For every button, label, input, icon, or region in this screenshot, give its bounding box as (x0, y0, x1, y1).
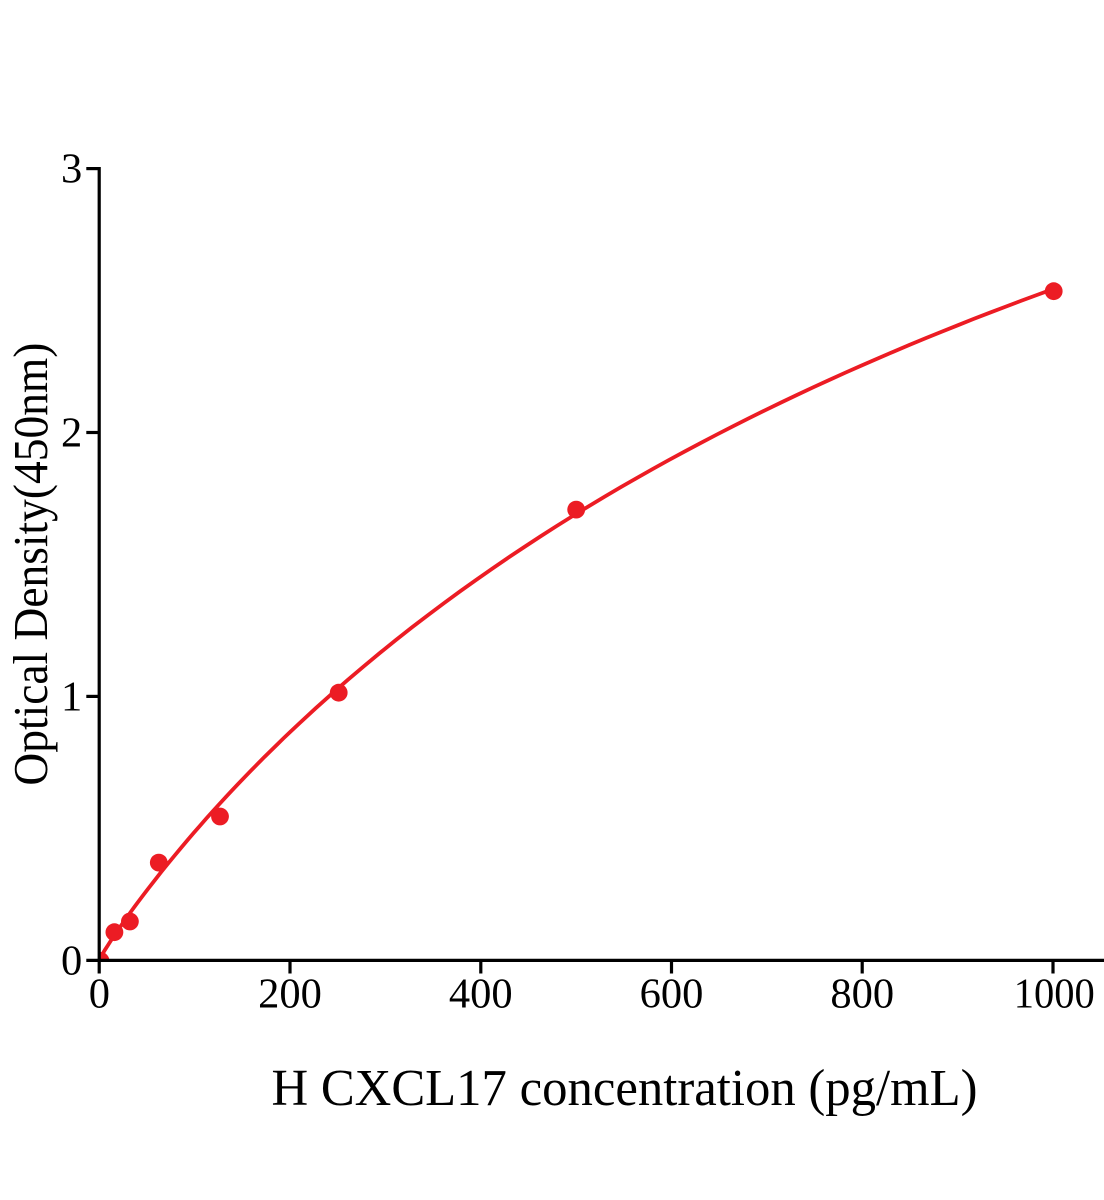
svg-text:600: 600 (640, 971, 704, 1018)
svg-text:400: 400 (449, 971, 513, 1018)
svg-text:2: 2 (61, 410, 82, 457)
svg-text:1: 1 (61, 674, 82, 721)
svg-text:H CXCL17 concentration (pg/mL): H CXCL17 concentration (pg/mL) (272, 1060, 978, 1117)
svg-text:3: 3 (61, 146, 82, 193)
svg-text:200: 200 (258, 971, 322, 1018)
svg-text:0: 0 (89, 971, 110, 1018)
svg-text:0: 0 (61, 937, 82, 984)
svg-text:800: 800 (830, 971, 894, 1018)
svg-text:Optical Density(450nm): Optical Density(450nm) (3, 343, 58, 786)
svg-text:1000: 1000 (1014, 971, 1095, 1018)
